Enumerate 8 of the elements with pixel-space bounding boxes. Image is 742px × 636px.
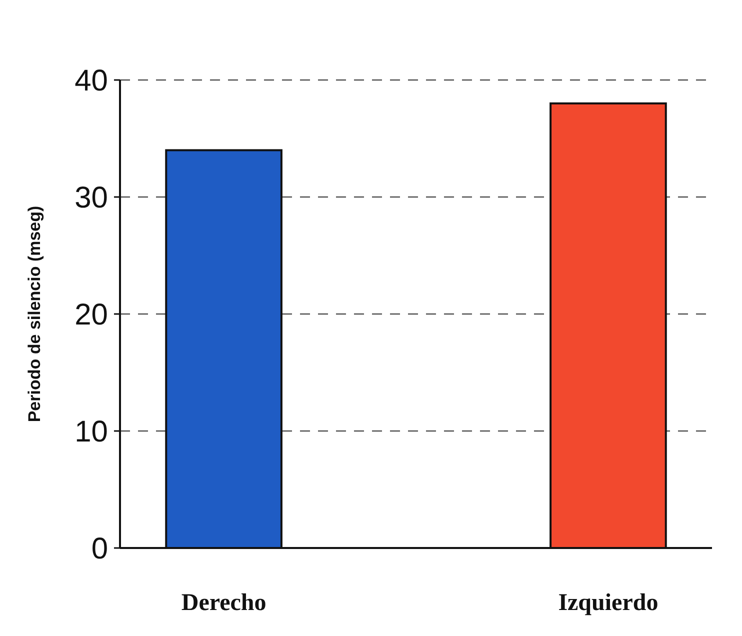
- x-tick-label: Izquierdo: [558, 590, 658, 616]
- x-tick-label: Derecho: [181, 590, 266, 616]
- y-tick-label: 20: [74, 298, 108, 332]
- y-tick-label: 40: [74, 64, 108, 98]
- y-tick-label: 10: [74, 416, 108, 448]
- y-axis-title: Periodo de silencio (mseg): [25, 206, 44, 422]
- y-tick-label: 0: [91, 532, 108, 566]
- y-tick-label: 30: [74, 182, 108, 214]
